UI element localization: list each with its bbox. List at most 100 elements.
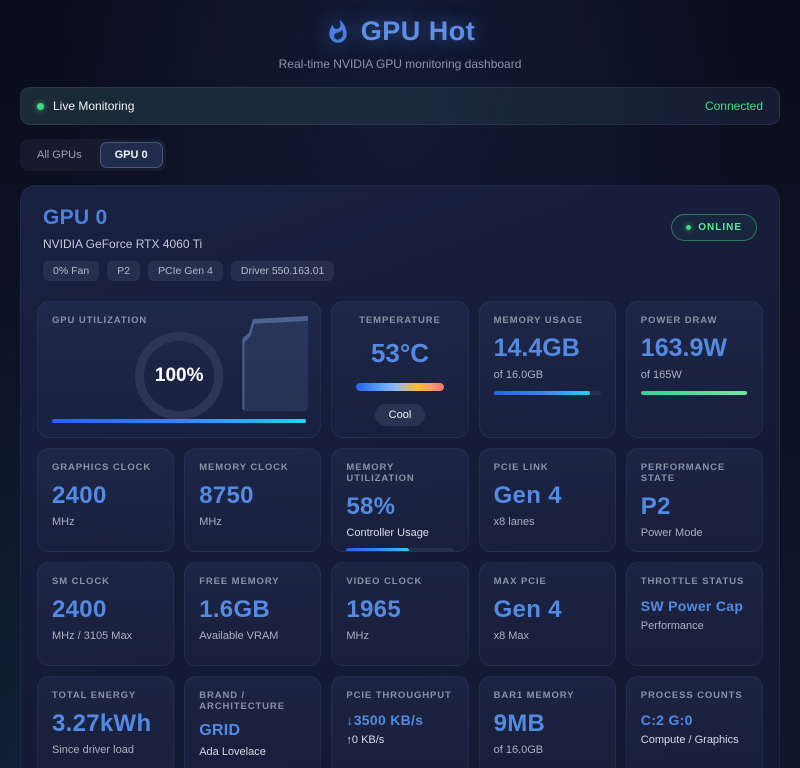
metric-sub: of 16.0GB [493, 744, 544, 756]
online-label: ONLINE [698, 222, 742, 233]
metric-card-memory-utilization: MEMORY UTILIZATION 58% Controller Usage [331, 448, 469, 552]
metric-value: 2400 [52, 596, 107, 623]
gpu-model: NVIDIA GeForce RTX 4060 Ti [43, 237, 203, 251]
memory-usage-track [493, 391, 601, 395]
metric-sub: MHz / 3105 Max [52, 630, 133, 642]
metric-sub: Ada Lovelace [199, 746, 266, 758]
pcie-badge: PCIe Gen 4 [148, 261, 223, 281]
tab-gpu-0[interactable]: GPU 0 [99, 142, 163, 168]
live-monitoring-bar: Live Monitoring Connected [20, 87, 780, 125]
app-title: GPU Hot [360, 16, 476, 46]
gpu-badges: 0% Fan P2 PCIe Gen 4 Driver 550.163.01 [43, 261, 335, 281]
metric-card-pcie-link: PCIE LINK Gen 4 x8 lanes [478, 448, 616, 552]
metric-value: 8750 [199, 482, 254, 509]
utilization-progress-track [52, 419, 307, 423]
metric-sub: Controller Usage [346, 527, 429, 539]
memory-usage-fill [493, 391, 591, 395]
metric-value: Gen 4 [493, 596, 562, 623]
memory-usage-value: 14.4GB [493, 334, 580, 362]
gpu-name: GPU 0 [43, 206, 108, 229]
metric-label: MEMORY CLOCK [199, 462, 289, 473]
metric-card-brand-architecture: BRAND / ARCHITECTURE GRID Ada Lovelace [184, 676, 322, 768]
metric-sub: Available VRAM [199, 630, 279, 642]
metric-card-graphics-clock: GRAPHICS CLOCK 2400 MHz [37, 448, 175, 552]
memory-utilization-track [346, 548, 454, 551]
metric-card-free-memory: FREE MEMORY 1.6GB Available VRAM [184, 562, 322, 666]
app-header: GPU Hot Real-time NVIDIA GPU monitoring … [20, 12, 780, 71]
metric-label: MEMORY UTILIZATION [346, 462, 415, 484]
app-subtitle: Real-time NVIDIA GPU monitoring dashboar… [278, 57, 522, 71]
metric-value: SW Power Cap [640, 598, 744, 614]
metric-card-process-counts: PROCESS COUNTS C:2 G:0 Compute / Graphic… [625, 676, 763, 768]
metric-card-power-draw: POWER DRAW 163.9W of 165W [625, 301, 763, 438]
utilization-progress-fill [52, 419, 307, 423]
metric-sub: x8 lanes [493, 516, 535, 528]
metric-label: PROCESS COUNTS [640, 690, 743, 701]
live-status-dot-icon [37, 102, 44, 110]
metric-sub: Performance [640, 620, 704, 632]
metric-card-throttle-status: THROTTLE STATUS SW Power Cap Performance [625, 562, 763, 666]
online-badge: ONLINE [671, 214, 757, 241]
metric-value: 1.6GB [199, 596, 271, 623]
metrics-grid: GPU UTILIZATION 100% TEMPERATURE 53°C Co… [37, 301, 763, 768]
metric-card-performance-state: PERFORMANCE STATE P2 Power Mode [625, 448, 763, 552]
driver-badge: Driver 550.163.01 [230, 261, 335, 281]
tab-all-gpus[interactable]: All GPUs [23, 142, 96, 168]
metric-sub: MHz [199, 516, 222, 528]
temperature-gradient-scale [356, 383, 444, 391]
power-draw-value: 163.9W [640, 334, 727, 362]
metric-label: MEMORY USAGE [493, 315, 584, 326]
metric-sub: x8 Max [493, 630, 530, 642]
metric-card-total-energy: TOTAL ENERGY 3.27kWh Since driver load [37, 676, 175, 768]
metric-card-temperature: TEMPERATURE 53°C Cool [331, 301, 469, 438]
gpu-panel-header: GPU 0 NVIDIA GeForce RTX 4060 Ti 0% Fan … [37, 202, 763, 281]
metric-card-memory-clock: MEMORY CLOCK 8750 MHz [184, 448, 322, 552]
power-draw-track [640, 391, 748, 395]
online-dot-icon [686, 225, 692, 230]
metric-label: GRAPHICS CLOCK [52, 462, 152, 473]
metric-label: BRAND / ARCHITECTURE [199, 690, 285, 712]
metric-label: VIDEO CLOCK [346, 576, 423, 587]
gpu-panel: GPU 0 NVIDIA GeForce RTX 4060 Ti 0% Fan … [20, 185, 780, 768]
metric-sub: Power Mode [640, 527, 703, 539]
utilization-donut: 100% [135, 332, 224, 420]
utilization-sparkline [242, 315, 309, 411]
metric-value: GRID [199, 722, 241, 739]
power-draw-fill [640, 391, 747, 395]
gpu-tabs: All GPUs GPU 0 [20, 139, 166, 171]
metric-sub: Since driver load [52, 744, 134, 756]
metric-label: GPU UTILIZATION [52, 315, 148, 326]
power-draw-sub: of 165W [640, 369, 682, 381]
pcie-rx-value: ↓3500 KB/s [346, 712, 424, 728]
metric-sub: Compute / Graphics [640, 734, 739, 746]
flame-icon [325, 19, 351, 45]
metric-value: 58% [346, 493, 396, 520]
metric-card-video-clock: VIDEO CLOCK 1965 MHz [331, 562, 469, 666]
metric-card-bar1-memory: BAR1 MEMORY 9MB of 16.0GB [478, 676, 616, 768]
metric-sub: MHz [52, 516, 75, 528]
temperature-status-pill: Cool [374, 404, 426, 426]
metric-label: PCIE LINK [493, 462, 549, 473]
utilization-value: 100% [154, 365, 204, 386]
metric-label: TEMPERATURE [359, 315, 441, 326]
metric-label: POWER DRAW [640, 315, 718, 326]
memory-utilization-fill [346, 548, 409, 551]
metric-label: PCIE THROUGHPUT [346, 690, 452, 701]
metric-card-max-pcie: MAX PCIE Gen 4 x8 Max [478, 562, 616, 666]
metric-label: FREE MEMORY [199, 576, 280, 587]
live-monitoring-label: Live Monitoring [53, 99, 135, 113]
metric-value: C:2 G:0 [640, 712, 693, 728]
metric-label: SM CLOCK [52, 576, 110, 587]
metric-label: TOTAL ENERGY [52, 690, 137, 701]
metric-value: P2 [640, 493, 671, 520]
metric-label: PERFORMANCE STATE [640, 462, 726, 484]
metric-value: 2400 [52, 482, 107, 509]
pcie-tx-value: ↑0 KB/s [346, 734, 385, 746]
metric-card-sm-clock: SM CLOCK 2400 MHz / 3105 Max [37, 562, 175, 666]
metric-card-pcie-throughput: PCIE THROUGHPUT ↓3500 KB/s ↑0 KB/s [331, 676, 469, 768]
pstate-badge: P2 [107, 261, 141, 281]
metric-card-gpu-utilization: GPU UTILIZATION 100% [37, 301, 322, 438]
metric-card-memory-usage: MEMORY USAGE 14.4GB of 16.0GB [478, 301, 616, 438]
metric-value: 9MB [493, 710, 546, 737]
